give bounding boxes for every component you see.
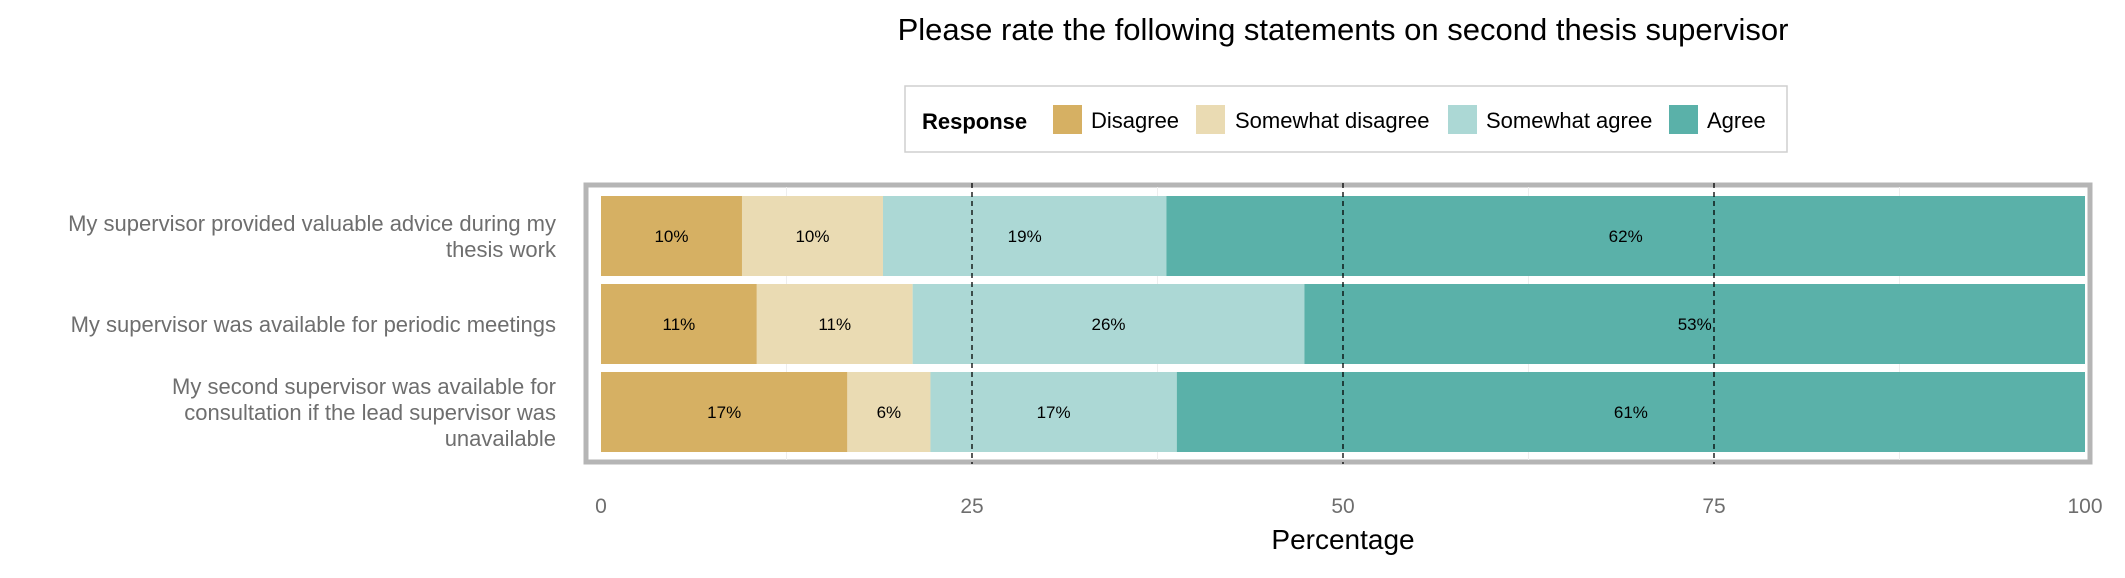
bar-segment-disagree	[601, 284, 757, 364]
bar-segment-somewhat-agree	[882, 196, 1167, 276]
x-tick-label: 75	[1702, 495, 1725, 518]
data-label: 53%	[1678, 315, 1712, 334]
legend-swatch	[1196, 105, 1225, 134]
legend-label: Disagree	[1091, 108, 1179, 133]
category-label: unavailable	[445, 426, 556, 451]
x-tick-label: 50	[1331, 495, 1354, 518]
bar-segment-agree	[1304, 284, 2085, 364]
legend-label: Somewhat disagree	[1235, 108, 1429, 133]
category-label: My second supervisor was available for	[172, 374, 556, 399]
bar-segment-agree	[1166, 196, 2085, 276]
x-tick-label: 0	[595, 495, 607, 518]
legend-swatch	[1053, 105, 1082, 134]
data-label: 17%	[707, 403, 741, 422]
bar-segment-disagree	[601, 196, 742, 276]
data-label: 11%	[818, 315, 851, 334]
category-label: consultation if the lead supervisor was	[184, 400, 556, 425]
legend-label: Somewhat agree	[1486, 108, 1652, 133]
x-tick-label: 25	[960, 495, 983, 518]
bar-segment-somewhat-disagree	[756, 284, 913, 364]
legend-box	[904, 85, 1788, 153]
data-label: 62%	[1609, 227, 1643, 246]
legend-swatch	[1448, 105, 1477, 134]
chart-title: Please rate the following statements on …	[898, 12, 1789, 47]
x-tick-label: 100	[2067, 495, 2102, 518]
category-label: My supervisor was available for periodic…	[71, 312, 556, 337]
bar-segment-disagree	[601, 372, 848, 452]
bar-segment-agree	[1176, 372, 2085, 452]
plot-area: 10% 10% 19% 62% 11% 11% 26% 53% 17% 6% 17% 61%	[583, 182, 2093, 465]
data-label: 10%	[654, 227, 688, 246]
data-label: 10%	[795, 227, 829, 246]
category-label: thesis work	[446, 237, 557, 262]
legend-swatch	[1669, 105, 1698, 134]
data-label: 6%	[877, 403, 902, 422]
data-label: 26%	[1092, 315, 1126, 334]
data-label: 61%	[1614, 403, 1648, 422]
data-label: 19%	[1008, 227, 1042, 246]
category-label: My supervisor provided valuable advice d…	[68, 211, 556, 236]
x-axis-title: Percentage	[1271, 524, 1414, 555]
data-label: 11%	[663, 315, 696, 334]
legend-title: Response	[922, 109, 1027, 134]
bar-segment-somewhat-disagree	[741, 196, 883, 276]
legend-label: Agree	[1707, 108, 1766, 133]
legend: Response Disagree Somewhat disagree Somewh…	[904, 85, 1788, 153]
bar-segment-somewhat-disagree	[847, 372, 931, 452]
bar-segment-somewhat-agree	[912, 284, 1305, 364]
data-label: 17%	[1037, 403, 1071, 422]
